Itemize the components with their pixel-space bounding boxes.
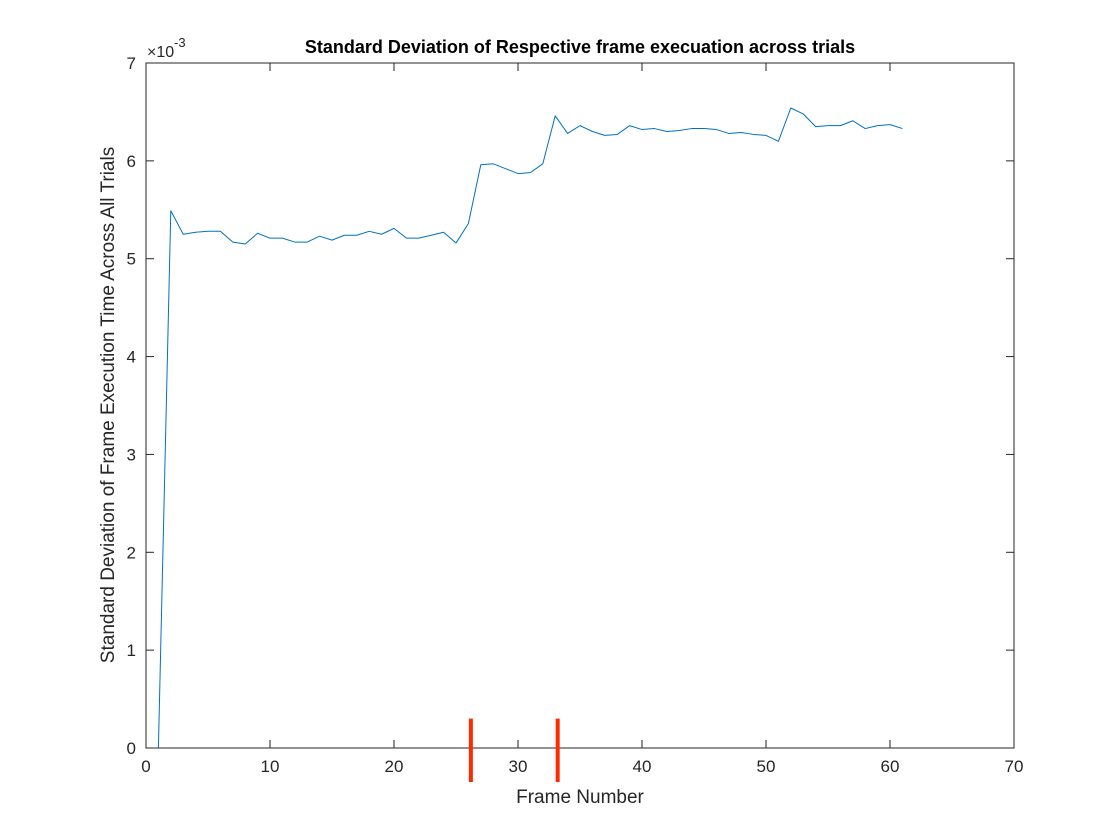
x-axis: 0 10 20 30 40 50 60 70 xyxy=(141,63,1023,776)
marker-layer xyxy=(468,718,560,782)
y-axis-exponent-power: -3 xyxy=(174,35,186,50)
y-tick-label: 6 xyxy=(127,152,136,171)
x-tick-label: 30 xyxy=(509,757,528,776)
y-tick-label: 5 xyxy=(127,250,136,269)
x-tick-label: 0 xyxy=(141,757,150,776)
x-tick-label: 70 xyxy=(1005,757,1024,776)
y-axis-exponent-base: ×10 xyxy=(147,44,174,61)
chart-title: Standard Deviation of Respective frame e… xyxy=(305,37,855,57)
y-axis-label: Standard Deviation of Frame Execution Ti… xyxy=(98,147,119,663)
x-tick-label: 20 xyxy=(385,757,404,776)
x-tick-label: 50 xyxy=(757,757,776,776)
y-axis: 0 1 2 3 4 5 6 7 xyxy=(127,54,1014,758)
plot-area xyxy=(145,62,1015,749)
y-tick-label: 4 xyxy=(127,348,136,367)
x-tick-label: 40 xyxy=(633,757,652,776)
series-layer xyxy=(157,107,903,749)
y-tick-label: 0 xyxy=(127,739,136,758)
y-tick-label: 2 xyxy=(127,543,136,562)
x-axis-label: Frame Number xyxy=(516,787,644,808)
x-tick-label: 60 xyxy=(881,757,900,776)
y-axis-exponent: ×10 -3 xyxy=(147,35,186,61)
y-tick-label: 7 xyxy=(127,54,136,73)
series-line-1 xyxy=(157,107,903,749)
y-tick-label: 1 xyxy=(127,641,136,660)
y-tick-label: 3 xyxy=(127,445,136,464)
x-tick-label: 10 xyxy=(261,757,280,776)
